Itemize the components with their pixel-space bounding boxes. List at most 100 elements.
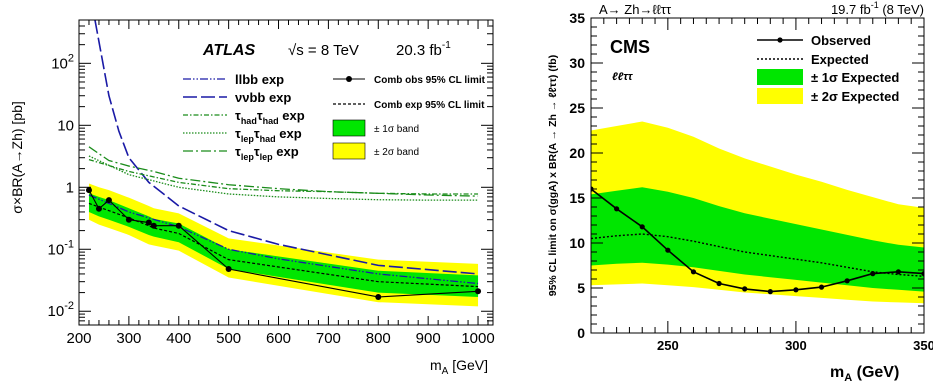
legend-subscript: lep: [241, 134, 255, 144]
series-leplep-line: [88, 146, 479, 197]
series-llbb-line: [88, 194, 479, 285]
experiment-label: ATLAS: [202, 42, 255, 59]
legend-obs-label: Comb obs 95% CL limit: [374, 75, 486, 86]
y-tick-exponent: -1: [64, 238, 74, 250]
observed-line: [591, 188, 924, 293]
legend-text-part: τ: [254, 126, 260, 141]
plot-frame: [78, 19, 494, 326]
expected-line: [591, 233, 924, 277]
legend-band1-swatch: [332, 119, 366, 137]
legend-text-part: τ: [235, 126, 241, 141]
legend-text-part: τ: [257, 108, 263, 123]
y-tick-label: 10-2: [48, 300, 74, 320]
observed-point: [375, 293, 382, 300]
legend-exp-label: Expected: [811, 52, 869, 67]
observed-point: [85, 187, 92, 194]
y-tick-label: 10: [57, 117, 74, 134]
legend-lephad-label: τlepτhad exp: [235, 126, 302, 144]
x-tick-label: 700: [316, 330, 341, 347]
observed-point: [818, 284, 825, 290]
observed-point: [475, 288, 482, 295]
legend-text-part: exp: [276, 126, 302, 141]
band-1sigma: [88, 193, 479, 297]
y-tick-label: 10: [569, 235, 585, 251]
energy-label: √s = 8 TeV: [288, 42, 359, 59]
x-tick-label: 1000: [461, 330, 494, 347]
legend-text-part: τ: [235, 108, 241, 123]
cms-chart-panel: 250 300 350 0 5 10 15 20 25 30 35 95% CL limit on σ…: [547, 0, 933, 384]
x-tick-label: 200: [66, 330, 91, 347]
observed-point: [870, 271, 876, 277]
atlas-chart-panel: 200 300 400 500 600 700 800 900 100010-210-11101…: [9, 19, 495, 377]
lumi-energy: (8 TeV): [879, 2, 924, 17]
x-tick-label: 500: [216, 330, 241, 347]
observed-point: [921, 271, 924, 277]
observed-point: [175, 222, 182, 229]
series-vvbb-line: [94, 20, 479, 275]
legend-text-part: τ: [235, 144, 241, 159]
x-tick-label: 900: [416, 330, 441, 347]
x-tick-label: 300: [785, 338, 807, 353]
observed-point: [895, 269, 901, 275]
legend-subscript: lep: [241, 152, 255, 162]
x-tick-label: 800: [366, 330, 391, 347]
y-tick-label: 20: [569, 145, 585, 161]
legend-band1-swatch: [757, 69, 803, 85]
observed-point: [767, 289, 773, 295]
observed-point: [145, 219, 152, 226]
observed-point: [716, 280, 722, 287]
legend-subscript: had: [260, 134, 276, 144]
process-label: A→ Zh→ℓℓττ: [599, 2, 672, 17]
observed-point: [793, 287, 799, 293]
x-axis-label-sub: A: [844, 372, 852, 384]
y-tick-base: 1: [66, 179, 74, 196]
y-tick-exponent: -2: [64, 300, 74, 312]
channel-label: ℓℓττ: [612, 71, 633, 83]
x-axis-label-main: m: [430, 357, 442, 373]
x-axis-label: mA [GeV]: [430, 357, 488, 377]
observed-point: [150, 222, 157, 229]
observed-point: [639, 224, 645, 230]
legend-text-part: τ: [254, 144, 260, 159]
y-tick-label: 30: [569, 55, 585, 71]
y-tick-label: 0: [577, 325, 585, 341]
plot-area: [85, 20, 482, 307]
y-axis-label: 95% CL limit on σ(ggA) x BR(A → Zh → ℓℓτ…: [547, 55, 559, 296]
lumi-label: 20.3 fb-1: [396, 40, 451, 59]
y-tick-label: 35: [569, 10, 585, 26]
observed-point: [742, 286, 748, 292]
x-axis-label-unit: (GeV): [852, 364, 899, 381]
y-axis-label: σ×BR(A→Zh) [pb]: [9, 101, 25, 214]
x-axis-label-main: m: [830, 364, 844, 381]
observed-point: [690, 269, 697, 275]
x-tick-label: 350: [913, 338, 933, 353]
lumi-value: 20.3 fb: [396, 42, 442, 59]
y-tick-exponent: 2: [68, 52, 74, 64]
legend-obs-marker: [346, 76, 352, 82]
y-tick-label: 5: [577, 280, 585, 296]
experiment-label: CMS: [610, 37, 650, 57]
legend-band2-swatch: [757, 88, 803, 104]
legend-subscript: lep: [260, 152, 274, 162]
legend-band2-label: ± 2σ band: [374, 147, 419, 158]
y-tick-label: 102: [51, 52, 74, 72]
legend-obs-marker: [777, 37, 783, 43]
observed-point: [844, 278, 850, 284]
x-axis-label-unit: [GeV]: [448, 357, 488, 373]
legend-obs-label: Observed: [811, 33, 871, 48]
legend-text-part: exp: [273, 144, 299, 159]
y-tick-base: 10: [51, 55, 68, 72]
observed-point: [95, 205, 102, 212]
lumi-label: 19.7 fb-1 (8 TeV): [831, 0, 924, 17]
legend-exp-label: Comb exp 95% CL limit: [374, 100, 485, 111]
legend-llbb-label: llbb exp: [235, 72, 284, 87]
y-tick-base: 10: [57, 117, 74, 134]
legend-subscript: had: [241, 116, 257, 126]
y-tick-label: 1: [66, 179, 74, 196]
legend-vvbb-label: ννbb exp: [235, 90, 291, 105]
x-tick-label: 600: [266, 330, 291, 347]
x-tick-label: 400: [166, 330, 191, 347]
legend-band2-swatch: [332, 142, 366, 160]
legend-leplep-label: τlepτlep exp: [235, 144, 299, 162]
